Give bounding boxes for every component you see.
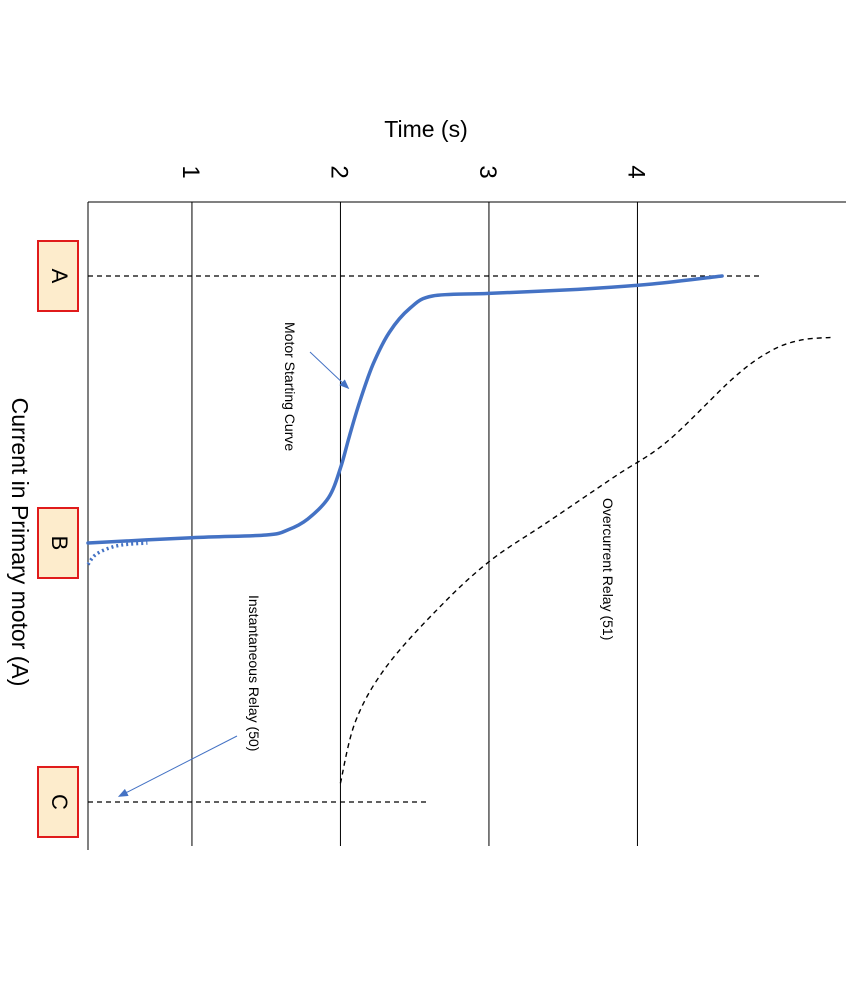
- annotation-overcurrent-relay: Overcurrent Relay (51): [600, 498, 616, 640]
- series-motor-starting-curve: [86, 274, 724, 545]
- time-tick-label-3: 3: [474, 165, 501, 178]
- time-tick-label-2: 2: [325, 165, 352, 178]
- marker-label-b: B: [47, 536, 72, 551]
- marker-label-a: A: [47, 269, 72, 284]
- current-axis-label: Current in Primary motor (A): [7, 398, 33, 687]
- marker-box-b: B: [37, 507, 79, 579]
- time-axis-label: Time (s): [384, 116, 467, 142]
- marker-box-a-frame: [37, 240, 79, 312]
- marker-label-c: C: [47, 794, 72, 810]
- series-motor-starting-curve-dotted-tail: [86, 541, 148, 566]
- annotation-motor-starting-curve: Motor Starting Curve: [282, 322, 298, 451]
- series-overcurrent-relay-51: [339, 336, 831, 784]
- annotation-motor-starting-curve-arrow: [309, 351, 350, 390]
- current-marker-boxes: A B C: [37, 240, 79, 838]
- annotation-instantaneous-relay: Instantaneous Relay (50): [246, 595, 262, 751]
- series-layer: [86, 274, 831, 784]
- current-marker-lines: [88, 275, 760, 803]
- time-tick-label-4: 4: [622, 165, 649, 178]
- annotation-instantaneous-relay-arrow: [117, 735, 238, 797]
- time-tick-labels: 1 2 3 4: [177, 165, 650, 178]
- marker-box-b-frame: [37, 507, 79, 579]
- marker-box-a: A: [37, 240, 79, 312]
- time-tick-label-1: 1: [177, 165, 204, 178]
- time-gridlines: [191, 202, 638, 846]
- marker-box-c: C: [37, 765, 79, 838]
- marker-box-c-frame: [37, 765, 79, 838]
